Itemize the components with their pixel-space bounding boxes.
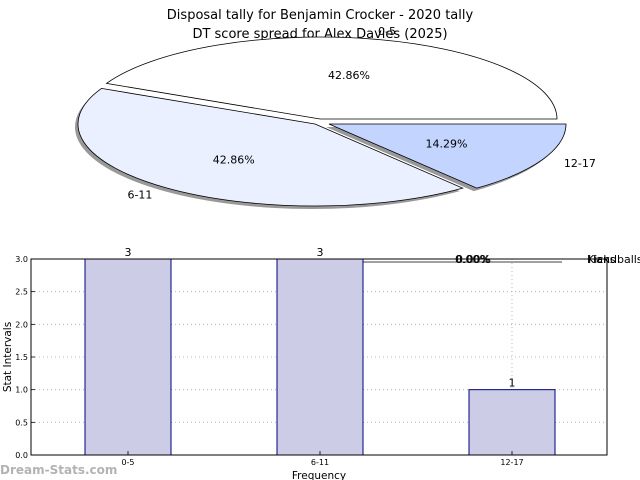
bar-6-11 <box>276 258 364 456</box>
y-tick-label: 1.0 <box>15 386 28 395</box>
x-tick-label-0-5: 0-5 <box>121 458 134 467</box>
pie-category-label-0-5: 0-5 <box>378 25 396 38</box>
pie-slice-6-11 <box>77 87 464 207</box>
y-tick-label: 2.0 <box>15 320 28 329</box>
bar-0-5 <box>84 258 172 456</box>
y-tick-label: 2.5 <box>15 288 28 297</box>
bar-value-label-6-11: 3 <box>317 246 324 259</box>
watermark: Dream-Stats.com <box>0 463 117 477</box>
x-tick-label-12-17: 12-17 <box>500 458 523 467</box>
pie-pct-label-6-11: 42.86% <box>213 153 255 166</box>
bar-12-17 <box>468 389 556 456</box>
bar-value-label-12-17: 1 <box>509 377 516 390</box>
y-tick-label: 3.0 <box>15 255 28 264</box>
y-tick-label: 0.0 <box>15 451 28 460</box>
pie-slice-0-5 <box>105 36 558 120</box>
pie-category-label-12-17: 12-17 <box>564 157 596 170</box>
y-tick-label: 1.5 <box>15 353 28 362</box>
bar-chart: 0.0 0.5 1.0 1.5 2.0 2.5 3.0 0-5 6-11 12-17 3 3 1 <box>15 246 608 467</box>
y-tick-label: 0.5 <box>15 418 28 427</box>
bar-value-label-0-5: 3 <box>125 246 132 259</box>
pie-chart: 42.86% 0-5 42.86% 6-11 14.29% 12-17 <box>75 25 596 209</box>
x-tick-label-6-11: 6-11 <box>311 458 329 467</box>
pie-category-label-6-11: 6-11 <box>127 189 152 202</box>
chart-title-line1: Disposal tally for Benjamin Crocker - 20… <box>167 8 474 23</box>
y-axis-label: Stat Intervals <box>2 322 14 392</box>
pie-pct-label-12-17: 14.29% <box>425 138 467 151</box>
pie-slice-12-17 <box>328 123 567 189</box>
ghost-legend-handballs: Handballs <box>588 253 640 266</box>
pie-pct-label-0-5: 42.86% <box>328 69 370 82</box>
x-axis-label: Frequency <box>292 470 346 480</box>
chart-title-line2: DT score spread for Alex Davies (2025) <box>192 27 447 42</box>
